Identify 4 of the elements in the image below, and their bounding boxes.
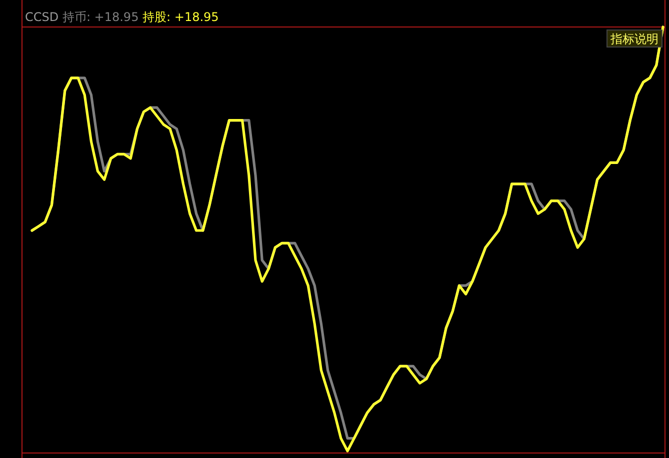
text: 持币: +18.95 [62, 10, 139, 24]
text: 持股: +18.95 [142, 10, 219, 24]
annotation: 指标说明 [610, 32, 658, 46]
chart-title: CCSD [25, 10, 62, 24]
